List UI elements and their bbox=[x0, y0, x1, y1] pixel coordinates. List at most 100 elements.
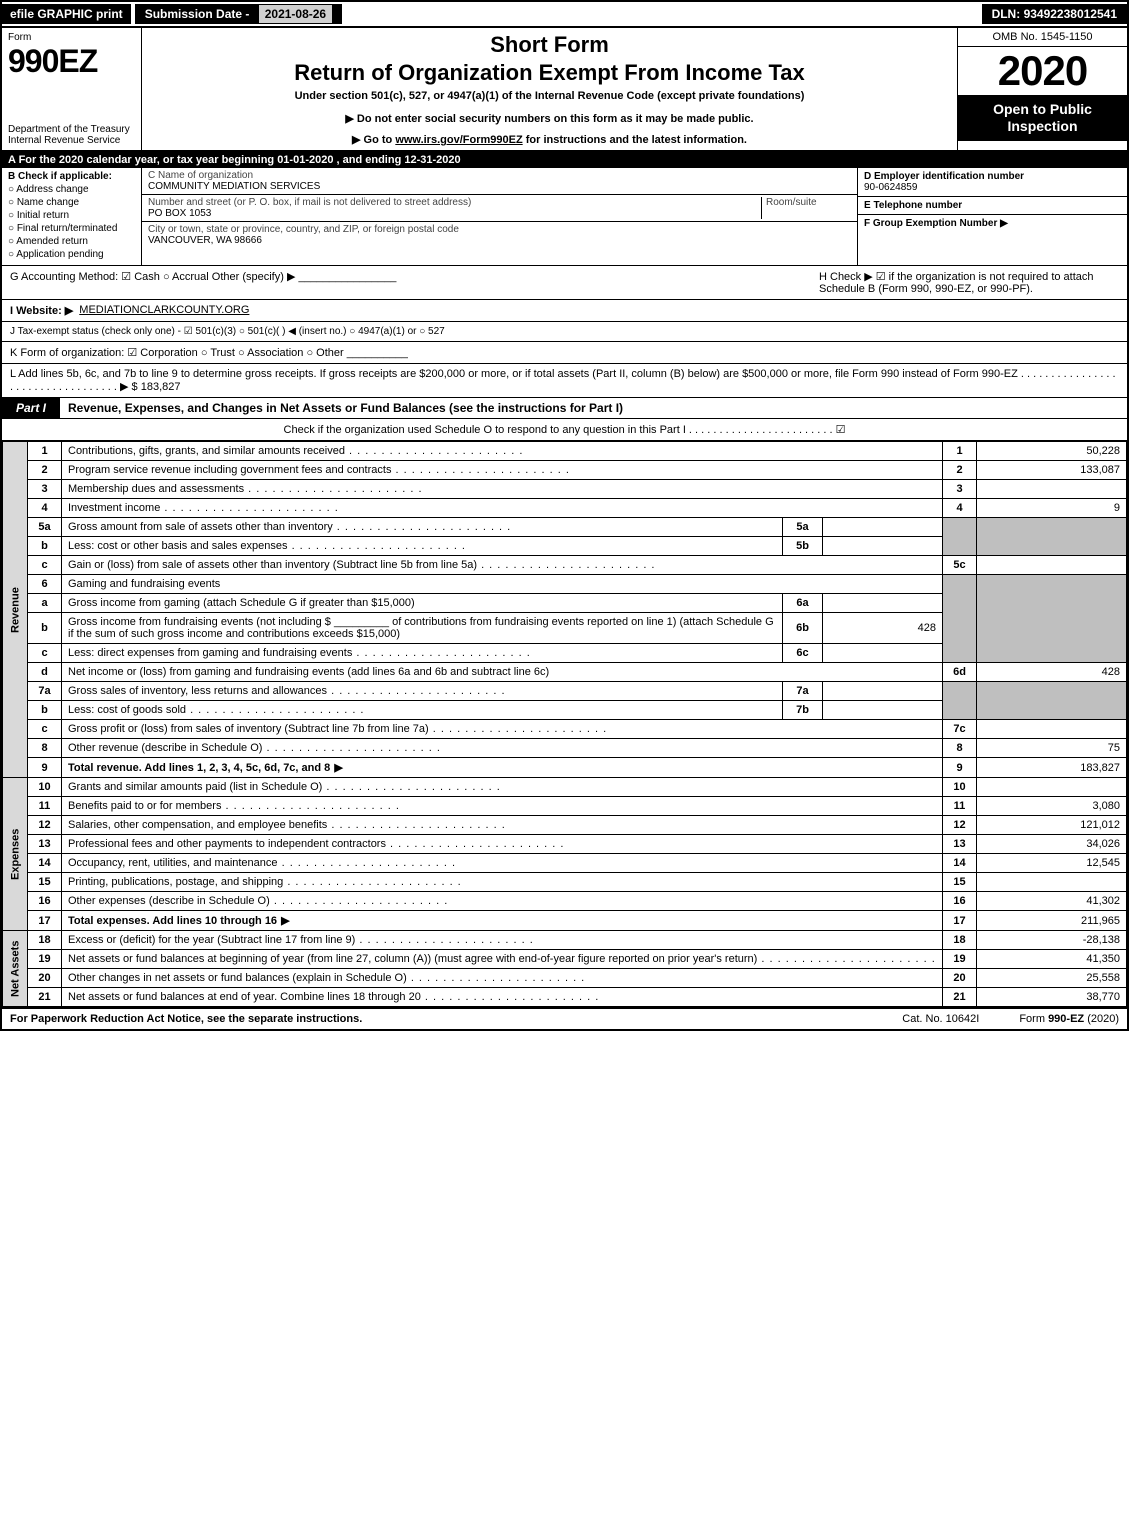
subval-6a bbox=[823, 594, 943, 613]
open-to-public: Open to Public Inspection bbox=[958, 95, 1127, 141]
subln-6b: 6b bbox=[783, 613, 823, 644]
subval-7a bbox=[823, 682, 943, 701]
j-text: J Tax-exempt status (check only one) - ☑… bbox=[10, 326, 445, 337]
block-b-to-f: B Check if applicable: Address change Na… bbox=[2, 168, 1127, 266]
address-label: Number and street (or P. O. box, if mail… bbox=[148, 197, 471, 208]
part-i-header: Part I Revenue, Expenses, and Changes in… bbox=[2, 398, 1127, 419]
section-a-taxyear: A For the 2020 calendar year, or tax yea… bbox=[2, 152, 1127, 168]
section-a-text: A For the 2020 calendar year, or tax yea… bbox=[8, 154, 461, 166]
goto-link[interactable]: www.irs.gov/Form990EZ bbox=[395, 134, 522, 146]
desc-3: Membership dues and assessments bbox=[62, 480, 943, 499]
chk-name-change[interactable]: Name change bbox=[8, 197, 135, 208]
header-middle: Short Form Return of Organization Exempt… bbox=[142, 28, 957, 150]
desc-14: Occupancy, rent, utilities, and maintena… bbox=[62, 854, 943, 873]
row-i-website: I Website: ▶ MEDIATIONCLARKCOUNTY.ORG bbox=[2, 300, 1127, 322]
part-i-sub: Check if the organization used Schedule … bbox=[284, 423, 846, 436]
l-text: L Add lines 5b, 6c, and 7b to line 9 to … bbox=[10, 368, 1119, 393]
val-1: 50,228 bbox=[977, 442, 1127, 461]
city-label: City or town, state or province, country… bbox=[148, 224, 459, 235]
val-17: 211,965 bbox=[977, 911, 1127, 931]
val-2: 133,087 bbox=[977, 461, 1127, 480]
desc-4: Investment income bbox=[62, 499, 943, 518]
row-address: Number and street (or P. O. box, if mail… bbox=[142, 195, 857, 222]
val-5c bbox=[977, 556, 1127, 575]
paperwork-notice: For Paperwork Reduction Act Notice, see … bbox=[10, 1013, 362, 1025]
chk-final-return[interactable]: Final return/terminated bbox=[8, 223, 135, 234]
ein-value: 90-0624859 bbox=[864, 182, 1121, 193]
desc-17: Total expenses. Add lines 10 through 16 bbox=[62, 911, 943, 931]
row-l-gross-receipts: L Add lines 5b, 6c, and 7b to line 9 to … bbox=[2, 364, 1127, 398]
subln-6c: 6c bbox=[783, 644, 823, 663]
desc-5c: Gain or (loss) from sale of assets other… bbox=[62, 556, 943, 575]
row-g-h: G Accounting Method: ☑ Cash ○ Accrual Ot… bbox=[2, 266, 1127, 300]
form-ref: Form 990-EZ (2020) bbox=[1019, 1013, 1119, 1025]
efile-print-button[interactable]: efile GRAPHIC print bbox=[2, 4, 131, 24]
goto-pre: ▶ Go to bbox=[352, 134, 395, 146]
val-10 bbox=[977, 778, 1127, 797]
tax-year: 2020 bbox=[958, 47, 1127, 95]
title-return: Return of Organization Exempt From Incom… bbox=[150, 60, 949, 86]
desc-9: Total revenue. Add lines 1, 2, 3, 4, 5c,… bbox=[62, 758, 943, 778]
top-bar: efile GRAPHIC print Submission Date - 20… bbox=[2, 2, 1127, 28]
subln-5b: 5b bbox=[783, 537, 823, 556]
row-ein: D Employer identification number 90-0624… bbox=[858, 168, 1127, 197]
website-link[interactable]: MEDIATIONCLARKCOUNTY.ORG bbox=[79, 304, 249, 316]
val-16: 41,302 bbox=[977, 892, 1127, 911]
desc-6b: Gross income from fundraising events (no… bbox=[62, 613, 783, 644]
val-15 bbox=[977, 873, 1127, 892]
submission-date-label: Submission Date - bbox=[145, 7, 253, 21]
h-schedule-b: H Check ▶ ☑ if the organization is not r… bbox=[819, 270, 1119, 295]
chk-address-change[interactable]: Address change bbox=[8, 184, 135, 195]
row-org-name: C Name of organization COMMUNITY MEDIATI… bbox=[142, 168, 857, 195]
subval-5b bbox=[823, 537, 943, 556]
val-18: -28,138 bbox=[977, 931, 1127, 950]
val-8: 75 bbox=[977, 739, 1127, 758]
desc-20: Other changes in net assets or fund bala… bbox=[62, 969, 943, 988]
omb-number: OMB No. 1545-1150 bbox=[958, 28, 1127, 47]
val-21: 38,770 bbox=[977, 988, 1127, 1007]
revenue-table: Revenue 1 Contributions, gifts, grants, … bbox=[2, 441, 1127, 1007]
val-11: 3,080 bbox=[977, 797, 1127, 816]
chk-application-pending[interactable]: Application pending bbox=[8, 249, 135, 260]
desc-12: Salaries, other compensation, and employ… bbox=[62, 816, 943, 835]
desc-5b: Less: cost or other basis and sales expe… bbox=[62, 537, 783, 556]
row-telephone: E Telephone number bbox=[858, 197, 1127, 215]
room-label: Room/suite bbox=[766, 197, 817, 208]
telephone-label: E Telephone number bbox=[864, 200, 1121, 211]
title-under-section: Under section 501(c), 527, or 4947(a)(1)… bbox=[150, 90, 949, 102]
chk-amended-return[interactable]: Amended return bbox=[8, 236, 135, 247]
val-7c bbox=[977, 720, 1127, 739]
val-20: 25,558 bbox=[977, 969, 1127, 988]
part-i-tag: Part I bbox=[2, 398, 60, 418]
part-i-schedule-o-check: Check if the organization used Schedule … bbox=[2, 419, 1127, 441]
row-k-org-form: K Form of organization: ☑ Corporation ○ … bbox=[2, 342, 1127, 364]
g-accounting-method: G Accounting Method: ☑ Cash ○ Accrual Ot… bbox=[10, 270, 813, 283]
ln-1: 1 bbox=[28, 442, 62, 461]
sidebar-expenses: Expenses bbox=[3, 778, 28, 931]
desc-8: Other revenue (describe in Schedule O) bbox=[62, 739, 943, 758]
cat-no: Cat. No. 10642I bbox=[902, 1013, 979, 1025]
col-d-e-f: D Employer identification number 90-0624… bbox=[857, 168, 1127, 265]
title-short-form: Short Form bbox=[150, 32, 949, 58]
address-value: PO BOX 1053 bbox=[148, 208, 211, 219]
val-3 bbox=[977, 480, 1127, 499]
desc-6a: Gross income from gaming (attach Schedul… bbox=[62, 594, 783, 613]
ein-label: D Employer identification number bbox=[864, 171, 1121, 182]
col-c-org-info: C Name of organization COMMUNITY MEDIATI… bbox=[142, 168, 857, 265]
city-value: VANCOUVER, WA 98666 bbox=[148, 235, 262, 246]
submission-date-box: Submission Date - 2021-08-26 bbox=[133, 2, 344, 26]
subval-6c bbox=[823, 644, 943, 663]
desc-18: Excess or (deficit) for the year (Subtra… bbox=[62, 931, 943, 950]
desc-6: Gaming and fundraising events bbox=[62, 575, 943, 594]
val-12: 121,012 bbox=[977, 816, 1127, 835]
dln-label: DLN: bbox=[992, 7, 1024, 21]
department-label: Department of the Treasury Internal Reve… bbox=[8, 124, 135, 146]
col-b-checkboxes: B Check if applicable: Address change Na… bbox=[2, 168, 142, 265]
chk-initial-return[interactable]: Initial return bbox=[8, 210, 135, 221]
subval-7b bbox=[823, 701, 943, 720]
submission-date-value: 2021-08-26 bbox=[259, 5, 332, 23]
part-i-title: Revenue, Expenses, and Changes in Net As… bbox=[60, 398, 631, 418]
col-b-heading: B Check if applicable: bbox=[8, 171, 135, 182]
sidebar-net-assets: Net Assets bbox=[3, 931, 28, 1007]
val-9: 183,827 bbox=[977, 758, 1127, 778]
